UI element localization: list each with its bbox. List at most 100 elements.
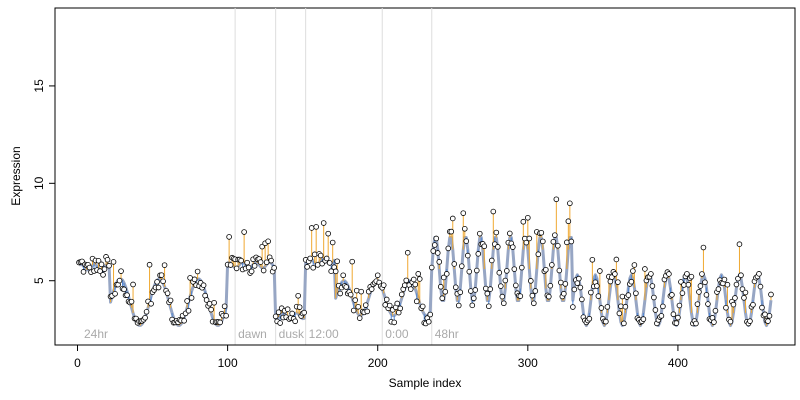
data-point [747,318,753,324]
data-point [460,210,467,216]
data-point [685,281,692,288]
data-point [463,238,470,244]
phase-marker-label: 12:00 [309,327,339,341]
data-point [203,297,210,303]
data-point [622,303,629,310]
phase-marker-label: dawn [238,327,267,341]
data-point [185,307,192,314]
data-point [412,281,419,288]
data-point [501,300,507,307]
data-point [98,261,105,268]
data-point [124,292,130,298]
data-point [428,264,435,271]
data-point [570,304,576,310]
data-point [292,318,298,325]
data-point [555,242,561,249]
data-point [295,292,301,299]
data-point [442,288,449,295]
data-point [343,284,349,290]
data-point [702,279,708,286]
data-point [618,303,624,310]
data-point [271,265,277,271]
data-point [110,259,117,265]
data-point [401,282,408,289]
data-point [504,268,510,274]
data-point [394,300,401,307]
data-point [604,304,611,310]
data-point [458,263,465,269]
data-point [257,259,264,265]
data-point [320,220,327,226]
x-tick-label: 200 [368,356,388,370]
data-point [549,262,555,268]
data-point [451,261,458,267]
data-point [603,318,609,325]
data-point [552,232,558,238]
data-point [565,218,572,225]
data-point [101,266,108,272]
data-point [621,320,627,327]
data-point [100,272,106,278]
data-point [688,273,695,280]
data-point [711,319,717,325]
fit-line [78,236,773,328]
data-point [724,281,731,288]
data-point [259,243,265,250]
data-point [244,259,250,266]
data-point [383,296,390,303]
data-point [311,251,318,258]
data-point [143,308,150,315]
data-point [161,262,168,268]
data-point [715,286,722,292]
data-point [403,277,410,284]
data-point [415,271,422,277]
data-point [437,283,444,290]
data-point [104,256,111,263]
data-point [703,292,710,298]
data-point [482,285,489,292]
data-point [374,272,381,279]
data-point [531,300,537,307]
data-point [353,287,360,294]
data-point [277,320,283,326]
data-point [191,276,198,283]
data-point [248,268,255,275]
data-point [630,268,636,274]
data-point [466,268,473,275]
data-point [693,320,699,327]
data-point [700,244,707,251]
phase-marker-label: dusk [279,327,305,341]
data-point [181,318,187,324]
data-point [470,295,477,302]
data-point [221,303,228,310]
data-point [640,316,647,322]
data-point [598,305,605,311]
x-axis-label: Sample index [389,376,462,390]
data-point [675,314,681,321]
data-point [484,290,491,297]
data-point [625,292,632,298]
data-point [765,318,771,324]
data-point [325,230,331,237]
data-point [164,290,171,297]
data-point [314,262,321,268]
data-point [461,226,468,232]
data-point [206,300,213,307]
data-point [576,275,582,282]
data-point [233,265,240,272]
data-point [436,259,443,265]
data-point [304,264,310,270]
data-point [260,267,267,274]
data-point [368,286,375,292]
data-point [155,284,162,291]
x-tick-label: 100 [218,356,238,370]
data-point [727,318,734,325]
data-point [200,282,207,289]
data-point [449,215,456,222]
data-point [613,256,620,263]
data-point [307,255,313,262]
phase-marker-label: 48hr [435,327,459,341]
data-point [676,302,683,309]
data-point [364,308,371,315]
y-tick-label: 5 [32,277,46,284]
